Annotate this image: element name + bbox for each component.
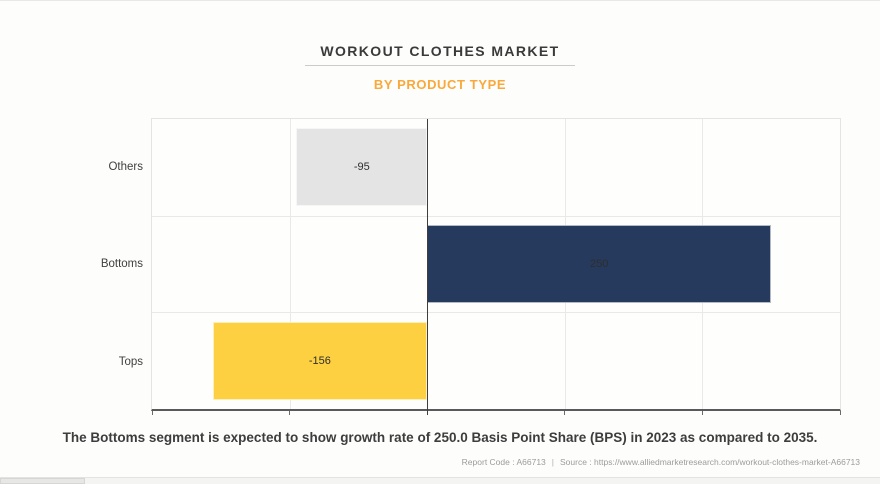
chart-subtitle: BY PRODUCT TYPE xyxy=(373,77,507,92)
report-code-label: Report Code : A66713 xyxy=(461,457,546,467)
horizontal-scrollbar[interactable] xyxy=(0,477,880,484)
x-axis-tick xyxy=(701,411,703,415)
bar-value-label: -156 xyxy=(308,354,331,367)
bar-row: 250 xyxy=(152,216,840,313)
category-label-bottoms: Bottoms xyxy=(100,258,143,271)
bar-row: -95 xyxy=(152,119,840,216)
bar-others[interactable]: -95 xyxy=(296,128,428,207)
bar-bottoms[interactable]: 250 xyxy=(427,224,772,303)
source-label: Source : https://www.alliedmarketresearc… xyxy=(560,457,860,467)
vertical-gridline xyxy=(289,119,291,409)
bar-row: -156 xyxy=(152,312,840,409)
scrollbar-thumb[interactable] xyxy=(0,478,85,484)
x-axis-tick xyxy=(564,411,566,415)
bar-value-label: 250 xyxy=(590,257,609,270)
x-axis-tick xyxy=(839,411,841,415)
category-label-tops: Tops xyxy=(118,356,143,369)
x-axis-tick xyxy=(151,411,153,415)
title-divider xyxy=(305,65,575,66)
plot-area: -95 250 -156 xyxy=(151,118,841,415)
zero-axis-line xyxy=(427,119,429,415)
horizontal-gridline xyxy=(152,215,840,217)
x-axis-tick xyxy=(289,411,291,415)
y-axis-labels: Others Bottoms Tops xyxy=(0,118,143,411)
category-label-others: Others xyxy=(108,160,143,173)
annotation-text: The Bottoms segment is expected to show … xyxy=(62,430,818,445)
bar-tops[interactable]: -156 xyxy=(212,321,428,400)
footer: Report Code : A66713 | Source : https://ww… xyxy=(462,457,860,467)
horizontal-gridline xyxy=(152,312,840,314)
footer-separator: | xyxy=(551,457,555,467)
bar-value-label: -95 xyxy=(353,161,370,174)
chart-title: WORKOUT CLOTHES MARKET xyxy=(320,43,560,59)
